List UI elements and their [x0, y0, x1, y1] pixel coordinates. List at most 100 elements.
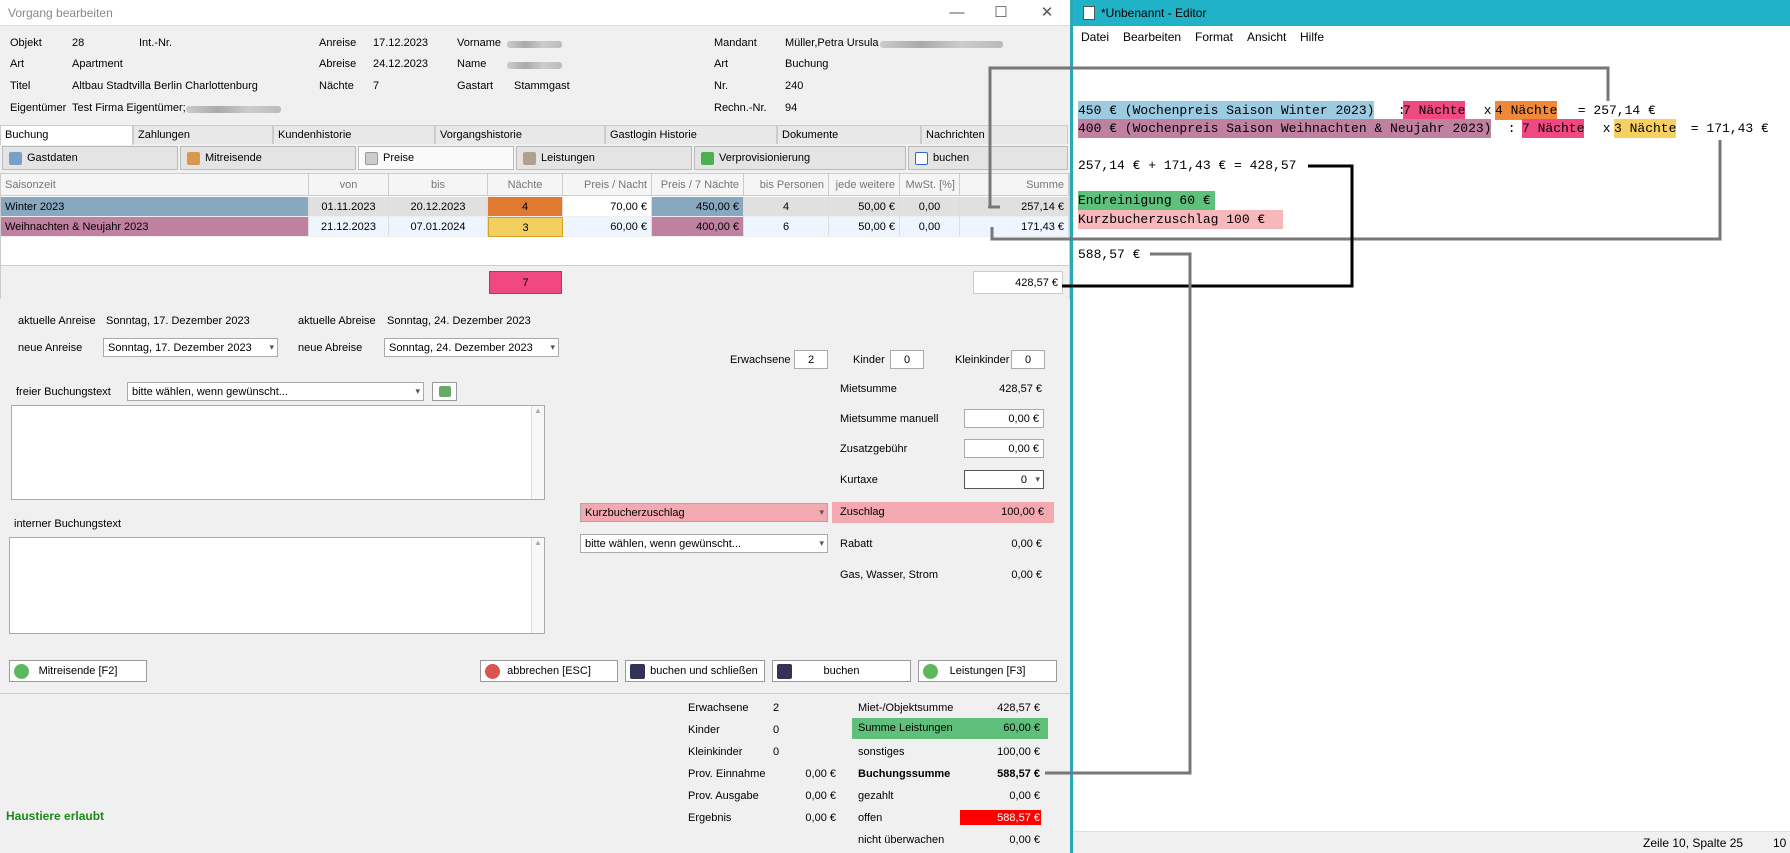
- neue-anreise-picker[interactable]: Sonntag, 17. Dezember 2023: [103, 338, 278, 357]
- neue-abreise-picker[interactable]: Sonntag, 24. Dezember 2023: [384, 338, 559, 357]
- table-row-2-naechte[interactable]: 3: [488, 217, 563, 237]
- frei-text-select[interactable]: bitte wählen, wenn gewünscht...: [127, 382, 424, 401]
- kinder-input[interactable]: 0: [890, 350, 924, 369]
- table-row-2-preis-nacht[interactable]: 60,00 €: [563, 217, 652, 237]
- zusatz-input[interactable]: 0,00 €: [964, 439, 1044, 458]
- table-row-1-mwst[interactable]: 0,00: [900, 197, 960, 217]
- total-nights: 7: [489, 271, 562, 294]
- erwachsene-label: Erwachsene: [730, 354, 791, 366]
- manuell-input[interactable]: 0,00 €: [964, 409, 1044, 428]
- art2-value: Buchung: [785, 58, 829, 70]
- leistungen-sum-row: Summe Leistungen 60,00 €: [852, 718, 1048, 739]
- col-bis-personen[interactable]: bis Personen: [744, 174, 829, 196]
- table-row-2-mwst[interactable]: 0,00: [900, 217, 960, 237]
- kurtaxe-label: Kurtaxe: [840, 474, 878, 486]
- intern-buchungstext-area[interactable]: ▲: [9, 537, 545, 634]
- tab-preise[interactable]: Preise: [358, 146, 514, 170]
- table-row-1-saison[interactable]: Winter 2023: [1, 197, 309, 217]
- scrollbar[interactable]: ▲: [531, 538, 544, 633]
- tab-buchen[interactable]: buchen: [908, 146, 1068, 170]
- table-row-1-preis-7[interactable]: 450,00 €: [652, 197, 744, 217]
- tab-buchung[interactable]: Buchung: [0, 125, 133, 145]
- scrollbar[interactable]: ▲: [531, 406, 544, 499]
- col-mwst[interactable]: MwSt. [%]: [900, 174, 960, 196]
- line2-nights7: 7 Nächte: [1522, 119, 1585, 138]
- col-preis-nacht[interactable]: Preis / Nacht: [563, 174, 652, 196]
- close-button[interactable]: ✕: [1040, 4, 1054, 21]
- tab-mitreisende[interactable]: Mitreisende: [180, 146, 356, 170]
- zuschlag-select[interactable]: Kurzbucherzuschlag: [580, 503, 828, 522]
- abbrechen-button[interactable]: abbrechen [ESC]: [480, 660, 618, 682]
- rabatt-select[interactable]: bitte wählen, wenn gewünscht...: [580, 534, 828, 553]
- col-summe[interactable]: Summe: [960, 174, 1069, 196]
- kurtaxe-select[interactable]: 0: [964, 470, 1044, 489]
- table-row-1-bis[interactable]: 20.12.2023: [389, 197, 488, 217]
- tab-zahlungen[interactable]: Zahlungen: [133, 125, 273, 144]
- notepad-menubar: Datei Bearbeiten Format Ansicht Hilfe: [1073, 26, 1790, 48]
- tab-leistungen[interactable]: Leistungen: [516, 146, 692, 170]
- main-tabs: Buchung Zahlungen Kundenhistorie Vorgang…: [0, 125, 1070, 145]
- table-row-1-von[interactable]: 01.11.2023: [309, 197, 389, 217]
- col-bis[interactable]: bis: [389, 174, 488, 196]
- line1-nights4: 4 Nächte: [1495, 101, 1558, 120]
- menu-datei[interactable]: Datei: [1081, 30, 1110, 44]
- table-row-2-preis-7[interactable]: 400,00 €: [652, 217, 744, 237]
- table-row-1-weitere[interactable]: 50,00 €: [829, 197, 900, 217]
- table-row-2-bis[interactable]: 07.01.2024: [389, 217, 488, 237]
- table-row-2-von[interactable]: 21.12.2023: [309, 217, 389, 237]
- menu-bearbeiten[interactable]: Bearbeiten: [1123, 30, 1182, 44]
- naechte-value: 7: [373, 80, 380, 92]
- frei-buchungstext-area[interactable]: ▲: [11, 405, 545, 500]
- tab-vorgangshistorie[interactable]: Vorgangshistorie: [435, 125, 605, 144]
- table-row-1-personen[interactable]: 4: [744, 197, 829, 217]
- anreise-label: Anreise: [319, 37, 357, 49]
- table-row-1-preis-nacht[interactable]: 70,00 €: [563, 197, 652, 217]
- table-row-2-personen[interactable]: 6: [744, 217, 829, 237]
- divider: [0, 693, 1070, 694]
- intern-text-label: interner Buchungstext: [14, 518, 122, 530]
- gezahlt-label: gezahlt: [858, 790, 894, 802]
- sum-erw-value: 2: [773, 702, 780, 714]
- maximize-button[interactable]: ☐: [994, 4, 1008, 21]
- mitreisende-button[interactable]: Mitreisende [F2]: [9, 660, 147, 682]
- checklist-icon: [915, 152, 928, 165]
- table-row-1-naechte[interactable]: 4: [488, 197, 563, 217]
- line2-op1: :: [1500, 121, 1524, 136]
- tab-verprovisionierung[interactable]: Verprovisionierung: [694, 146, 906, 170]
- menu-hilfe[interactable]: Hilfe: [1300, 30, 1325, 44]
- minimize-button[interactable]: —: [949, 4, 965, 21]
- line3-sum: 257,14 € + 171,43 € = 428,57: [1078, 158, 1297, 173]
- buchen-schliessen-button[interactable]: buchen und schließen: [625, 660, 765, 682]
- leistungen-button[interactable]: Leistungen [F3]: [918, 660, 1057, 682]
- col-preis-7[interactable]: Preis / 7 Nächte: [652, 174, 744, 196]
- erwachsene-input[interactable]: 2: [794, 350, 828, 369]
- buchen-button[interactable]: buchen: [772, 660, 911, 682]
- table-row-2-saison[interactable]: Weihnachten & Neujahr 2023: [1, 217, 309, 237]
- col-saisonzeit[interactable]: Saisonzeit: [1, 174, 309, 196]
- menu-ansicht[interactable]: Ansicht: [1247, 30, 1287, 44]
- sub-tabs: Gastdaten Mitreisende Preise Leistungen …: [0, 146, 1070, 171]
- table-row-2-summe[interactable]: 171,43 €: [960, 217, 1069, 237]
- art-value: Apartment: [72, 58, 123, 70]
- tab-kundenhistorie[interactable]: Kundenhistorie: [273, 125, 435, 144]
- tab-gastlogin-historie[interactable]: Gastlogin Historie: [605, 125, 777, 144]
- insert-text-button[interactable]: [432, 382, 457, 401]
- aktuelle-anreise-label: aktuelle Anreise: [18, 315, 96, 327]
- table-row-1-summe[interactable]: 257,14 €: [960, 197, 1069, 217]
- col-jede-weitere[interactable]: jede weitere: [829, 174, 900, 196]
- tab-nachrichten[interactable]: Nachrichten: [921, 125, 1068, 144]
- notepad-icon: [1083, 6, 1095, 20]
- gas-value: 0,00 €: [1011, 569, 1042, 581]
- col-naechte[interactable]: Nächte: [488, 174, 563, 196]
- leistungen-label: Leistungen [F3]: [949, 665, 1026, 677]
- table-row-2-weitere[interactable]: 50,00 €: [829, 217, 900, 237]
- col-von[interactable]: von: [309, 174, 389, 196]
- offen-label: offen: [858, 812, 883, 824]
- tab-dokumente[interactable]: Dokumente: [777, 125, 921, 144]
- kleinkinder-input[interactable]: 0: [1011, 350, 1045, 369]
- tab-gastdaten[interactable]: Gastdaten: [2, 146, 178, 170]
- menu-format[interactable]: Format: [1195, 30, 1234, 44]
- anreise-value: 17.12.2023: [373, 37, 429, 49]
- vorname-label: Vorname: [457, 37, 502, 49]
- prov-ein-value: 0,00 €: [805, 768, 836, 780]
